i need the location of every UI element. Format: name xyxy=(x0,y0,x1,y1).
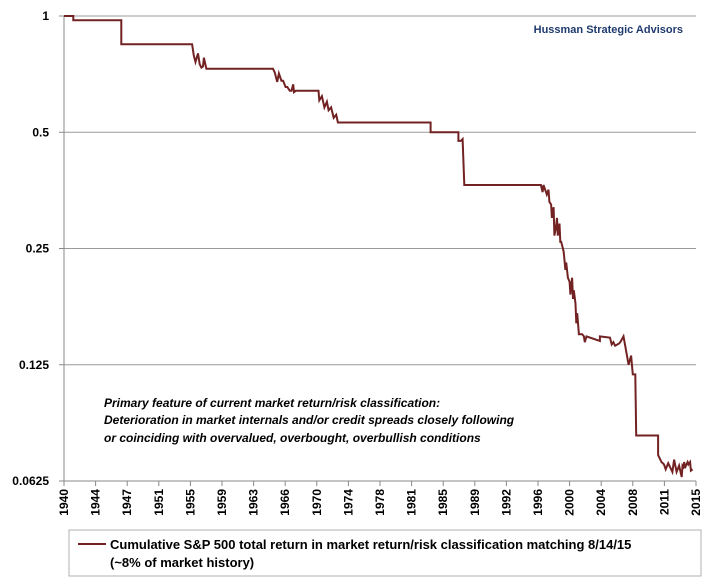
annotation-line-1: Primary feature of current market return… xyxy=(104,396,440,410)
x-tick-label: 1981 xyxy=(405,489,419,516)
x-tick-label: 1978 xyxy=(373,489,387,516)
x-tick-label: 1996 xyxy=(531,489,545,516)
y-tick-label: 1 xyxy=(42,9,49,23)
x-tick-label: 1974 xyxy=(341,489,355,516)
x-tick-label: 1951 xyxy=(152,489,166,516)
x-tick-label: 2015 xyxy=(689,489,703,516)
x-tick-label: 1966 xyxy=(278,489,292,516)
annotation-text: Primary feature of current market return… xyxy=(104,396,515,445)
watermark-text: Hussman Strategic Advisors xyxy=(534,24,683,36)
x-tick-label: 1959 xyxy=(215,489,229,516)
x-tick-label: 1985 xyxy=(436,489,450,516)
legend: Cumulative S&P 500 total return in marke… xyxy=(68,529,702,577)
x-tick-label: 2011 xyxy=(657,489,671,515)
x-tick-label: 2000 xyxy=(563,489,577,516)
series-line xyxy=(64,15,694,478)
x-tick-label: 1947 xyxy=(120,489,134,516)
x-tick-label: 2004 xyxy=(594,489,608,516)
legend-label-line-1: Cumulative S&P 500 total return in marke… xyxy=(110,537,631,552)
x-tick-label: 1992 xyxy=(499,489,513,516)
x-tick-label: 1989 xyxy=(468,489,482,516)
y-tick-label: 0.125 xyxy=(19,358,49,372)
x-tick-label: 1970 xyxy=(310,489,324,516)
x-tick-label: 2008 xyxy=(626,489,640,516)
y-tick-label: 0.5 xyxy=(32,125,49,139)
annotation-line-2: Deterioration in market internals and/or… xyxy=(104,413,515,427)
x-tick-labels: 1940 1944 1947 1951 1955 1959 1963 1966 1970 1974… xyxy=(57,481,703,516)
x-tick-label: 1940 xyxy=(57,489,71,516)
x-tick-label: 1963 xyxy=(247,489,261,516)
y-tick-label: 0.0625 xyxy=(12,474,49,488)
annotation-line-3: or coinciding with overvalued, overbough… xyxy=(104,431,481,445)
x-tick-label: 1955 xyxy=(183,489,197,516)
legend-label-line-2: (~8% of market history) xyxy=(110,555,254,570)
y-tick-label: 0.25 xyxy=(26,242,50,256)
legend-box xyxy=(68,529,702,577)
y-tick-labels: 1 0.5 0.25 0.125 0.0625 xyxy=(12,9,64,488)
x-tick-label: 1944 xyxy=(89,489,103,516)
gridlines xyxy=(64,15,696,482)
series-group xyxy=(64,15,694,478)
